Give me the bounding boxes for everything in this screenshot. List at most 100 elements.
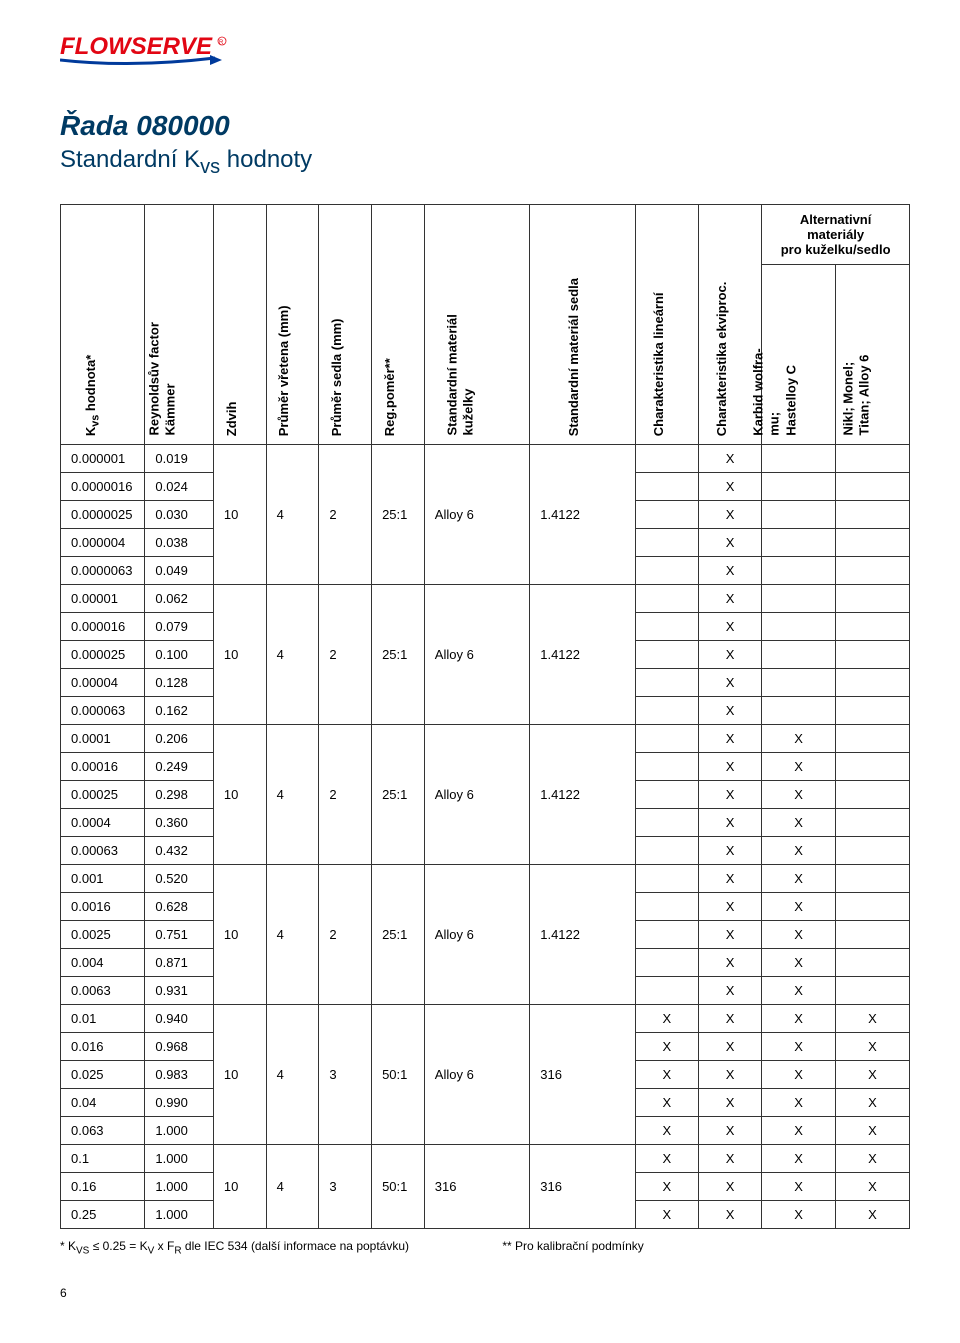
footnote-right: ** Pro kalibrační podmínky	[502, 1239, 643, 1253]
table-cell: X	[762, 1144, 836, 1172]
table-cell: 0.940	[145, 1004, 214, 1032]
table-cell: 4	[266, 1144, 319, 1228]
table-cell: X	[635, 1088, 698, 1116]
header-material-sedla: Standardní materiál sedla	[530, 204, 635, 444]
table-cell: 0.25	[61, 1200, 145, 1228]
table-cell: 4	[266, 444, 319, 584]
table-cell: 316	[530, 1144, 635, 1228]
table-cell: 10	[213, 724, 266, 864]
header-regpomer: Reg.poměr**	[372, 204, 425, 444]
table-cell: 0.00001	[61, 584, 145, 612]
table-cell	[836, 920, 910, 948]
table-cell: 25:1	[372, 444, 425, 584]
table-cell: Alloy 6	[424, 1004, 529, 1144]
table-cell: 0.206	[145, 724, 214, 752]
table-cell: 1.000	[145, 1144, 214, 1172]
table-cell: X	[698, 1144, 761, 1172]
table-cell: X	[836, 1088, 910, 1116]
page: FLOWSERVE R Řada 080000 Standardní Kvs h…	[0, 0, 960, 1330]
table-cell: 0.990	[145, 1088, 214, 1116]
table-cell: X	[698, 1032, 761, 1060]
table-cell: X	[762, 1032, 836, 1060]
header-zdvih: Zdvih	[213, 204, 266, 444]
table-cell	[635, 668, 698, 696]
table-cell	[836, 528, 910, 556]
table-cell: 4	[266, 724, 319, 864]
table-cell	[762, 444, 836, 472]
table-cell: 0.432	[145, 836, 214, 864]
table-cell: 316	[424, 1144, 529, 1228]
table-cell: X	[698, 1004, 761, 1032]
svg-text:R: R	[219, 40, 224, 46]
table-cell	[836, 612, 910, 640]
table-cell: 316	[530, 1004, 635, 1144]
table-cell: 0.000063	[61, 696, 145, 724]
table-cell: X	[762, 1004, 836, 1032]
table-cell: 4	[266, 864, 319, 1004]
title-block: Řada 080000 Standardní Kvs hodnoty	[60, 110, 910, 179]
table-cell: 0.000001	[61, 444, 145, 472]
table-cell: 0.162	[145, 696, 214, 724]
table-cell: 0.1	[61, 1144, 145, 1172]
table-row: 0.0010.520104225:1Alloy 61.4122XX	[61, 864, 910, 892]
table-row: 0.010.940104350:1Alloy 6316XXXX	[61, 1004, 910, 1032]
table-cell	[762, 528, 836, 556]
table-cell: X	[698, 976, 761, 1004]
table-cell	[836, 892, 910, 920]
table-cell: X	[698, 640, 761, 668]
table-cell: 1.000	[145, 1200, 214, 1228]
table-cell: 10	[213, 1144, 266, 1228]
footnote-left: * KVS ≤ 0.25 = KV x FR dle IEC 534 (dalš…	[60, 1239, 409, 1256]
table-cell: X	[762, 836, 836, 864]
table-cell: 4	[266, 1004, 319, 1144]
table-cell: X	[698, 1060, 761, 1088]
table-cell	[635, 808, 698, 836]
table-cell: 0.298	[145, 780, 214, 808]
table-cell	[635, 948, 698, 976]
table-cell: 10	[213, 584, 266, 724]
table-cell: 0.063	[61, 1116, 145, 1144]
table-cell: X	[698, 864, 761, 892]
table-cell: X	[635, 1060, 698, 1088]
table-cell: X	[698, 1116, 761, 1144]
table-cell: X	[635, 1004, 698, 1032]
table-cell: 0.100	[145, 640, 214, 668]
table-cell: 2	[319, 864, 372, 1004]
table-cell	[836, 836, 910, 864]
table-cell: X	[762, 976, 836, 1004]
table-cell: 0.000016	[61, 612, 145, 640]
table-cell: 1.000	[145, 1116, 214, 1144]
table-cell	[635, 528, 698, 556]
table-cell	[635, 724, 698, 752]
table-cell: X	[762, 1200, 836, 1228]
table-cell: X	[762, 1088, 836, 1116]
table-cell: 2	[319, 724, 372, 864]
table-body: 0.0000010.019104225:1Alloy 61.4122X0.000…	[61, 444, 910, 1228]
table-cell	[836, 864, 910, 892]
table-cell: 4	[266, 584, 319, 724]
table-row: 0.11.000104350:1316316XXXX	[61, 1144, 910, 1172]
table-cell: 0.16	[61, 1172, 145, 1200]
table-cell: X	[762, 724, 836, 752]
table-cell: X	[836, 1032, 910, 1060]
table-cell: 0.871	[145, 948, 214, 976]
table-cell: 10	[213, 1004, 266, 1144]
table-cell: 25:1	[372, 864, 425, 1004]
table-cell: 0.00025	[61, 780, 145, 808]
table-cell: 0.000004	[61, 528, 145, 556]
table-cell: X	[762, 1060, 836, 1088]
table-cell: X	[698, 724, 761, 752]
table-cell: 1.4122	[530, 444, 635, 584]
table-cell: 0.00063	[61, 836, 145, 864]
table-cell	[635, 864, 698, 892]
table-cell: X	[836, 1116, 910, 1144]
table-cell: 0.016	[61, 1032, 145, 1060]
header-linearni: Charakteristika lineární	[635, 204, 698, 444]
table-cell: Alloy 6	[424, 864, 529, 1004]
table-cell: 0.968	[145, 1032, 214, 1060]
table-cell	[635, 640, 698, 668]
table-cell: X	[635, 1032, 698, 1060]
table-cell: X	[762, 920, 836, 948]
table-cell: Alloy 6	[424, 724, 529, 864]
table-cell	[762, 640, 836, 668]
